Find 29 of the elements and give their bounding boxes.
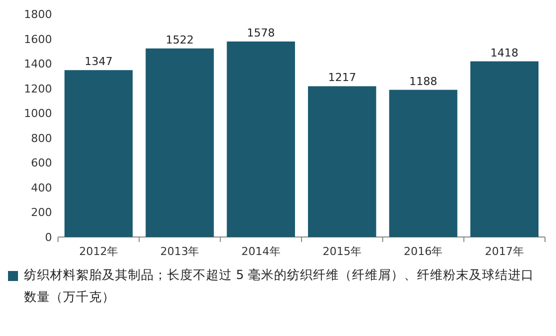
y-tick-label: 200 [31, 206, 52, 220]
data-label: 1217 [328, 71, 356, 84]
bar [470, 61, 539, 237]
y-tick-label: 600 [31, 156, 52, 170]
legend-label: 纺织材料絮胎及其制品；长度不超过 5 毫米的纺织纤维（纤维屑）、纤维粉末及球结进口数量（万千克） [24, 266, 535, 306]
x-tick-label: 2016年 [404, 245, 443, 258]
bar [389, 90, 458, 237]
y-tick-label: 1000 [24, 107, 52, 120]
x-tick-label: 2012年 [79, 245, 118, 258]
y-tick-label: 1800 [24, 8, 52, 21]
y-tick-label: 0 [45, 231, 52, 244]
bar [64, 70, 133, 237]
data-label: 1347 [84, 55, 113, 68]
x-tick-label: 2017年 [484, 245, 524, 258]
y-tick-label: 1600 [24, 32, 52, 46]
y-tick-label: 800 [31, 132, 52, 145]
y-tick-label: 400 [31, 181, 52, 194]
bar [226, 42, 296, 237]
data-label: 1522 [166, 33, 194, 46]
y-tick-label: 1200 [24, 82, 52, 96]
data-label: 1418 [490, 46, 518, 60]
x-tick-label: 2014年 [241, 245, 280, 258]
data-label: 1578 [246, 26, 275, 40]
x-tick-label: 2013年 [160, 245, 200, 258]
bar [146, 48, 214, 237]
bar [308, 86, 376, 237]
data-label: 1188 [409, 74, 438, 88]
x-tick-label: 2015年 [322, 245, 362, 258]
y-tick-label: 1400 [24, 58, 52, 71]
